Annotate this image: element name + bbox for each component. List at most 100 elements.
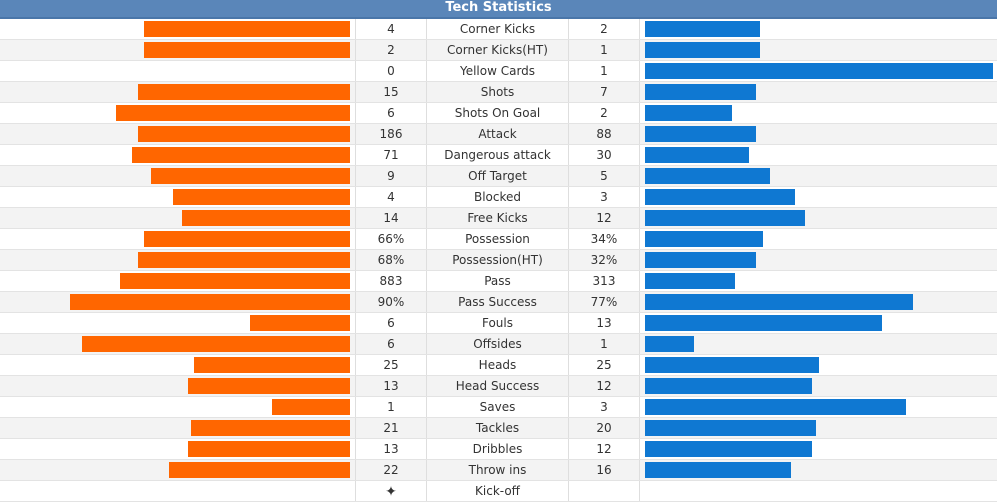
stat-row: 6 Offsides 1 [0,334,997,355]
stat-row: 90% Pass Success 77% [0,292,997,313]
stat-label: Shots On Goal [427,103,569,123]
stat-label: Dribbles [427,439,569,459]
stat-row: 13 Dribbles 12 [0,439,997,460]
home-stat-value: 71 [356,145,427,165]
stat-row: 2 Corner Kicks(HT) 1 [0,40,997,61]
stat-row: 15 Shots 7 [0,82,997,103]
away-stat-bar [645,336,694,352]
away-stat-value: 2 [569,103,640,123]
home-stat-value: 22 [356,460,427,480]
home-bar-cell [0,145,356,165]
home-stat-bar [144,42,350,58]
away-stat-bar [645,378,812,394]
away-stat-bar [645,210,805,226]
home-stat-bar [151,168,350,184]
away-kickoff-cell [569,481,640,501]
home-stat-bar [272,399,350,415]
away-stat-value: 30 [569,145,640,165]
home-bar-cell [0,271,356,291]
away-bar-cell [640,103,997,123]
away-stat-value: 12 [569,439,640,459]
home-bar-cell [0,460,356,480]
stat-row: 0 Yellow Cards 1 [0,61,997,82]
home-bar-cell [0,418,356,438]
stats-table: 4 Corner Kicks 2 2 Corner Kicks(HT) 1 0 Yellow … [0,19,997,481]
away-bar-cell [640,439,997,459]
away-stat-bar [645,462,791,478]
stat-label: Off Target [427,166,569,186]
home-stat-value: 9 [356,166,427,186]
home-stat-value: 13 [356,439,427,459]
stat-label: Free Kicks [427,208,569,228]
stat-row: 6 Fouls 13 [0,313,997,334]
away-stat-bar [645,231,763,247]
home-stat-bar [70,294,350,310]
home-stat-value: 21 [356,418,427,438]
away-bar-cell [640,355,997,375]
home-bar-cell [0,355,356,375]
stat-label: Head Success [427,376,569,396]
home-bar-cell [0,82,356,102]
away-stat-value: 313 [569,271,640,291]
away-stat-value: 88 [569,124,640,144]
away-bar-cell [640,187,997,207]
away-bar-cell [640,313,997,333]
home-stat-bar [138,252,350,268]
away-bar-cell [640,418,997,438]
away-bar-cell [640,40,997,60]
home-stat-bar [132,147,350,163]
home-stat-bar [144,21,350,37]
stat-row: 1 Saves 3 [0,397,997,418]
home-stat-value: 4 [356,187,427,207]
away-stat-value: 5 [569,166,640,186]
home-stat-bar [144,231,350,247]
stat-label: Throw ins [427,460,569,480]
home-bar-cell [0,229,356,249]
home-stat-value: 883 [356,271,427,291]
away-stat-value: 1 [569,334,640,354]
away-stat-value: 1 [569,61,640,81]
away-bar-cell [640,229,997,249]
away-stat-bar [645,273,735,289]
kickoff-icon: ✦ [385,484,397,500]
stat-row: 883 Pass 313 [0,271,997,292]
stat-row: 6 Shots On Goal 2 [0,103,997,124]
home-stat-bar [191,420,350,436]
away-stat-value: 20 [569,418,640,438]
away-stat-bar [645,315,882,331]
home-stat-value: 13 [356,376,427,396]
home-bar-cell [0,376,356,396]
home-stat-bar [188,378,350,394]
home-stat-value: 6 [356,313,427,333]
away-stat-value: 25 [569,355,640,375]
stat-row: 21 Tackles 20 [0,418,997,439]
home-stat-bar [194,357,350,373]
stat-row: 14 Free Kicks 12 [0,208,997,229]
kickoff-row: ✦ Kick-off [0,481,997,502]
home-bar-cell [0,397,356,417]
stat-row: 25 Heads 25 [0,355,997,376]
home-stat-value: 1 [356,397,427,417]
away-stat-value: 32% [569,250,640,270]
stat-label: Corner Kicks(HT) [427,40,569,60]
home-bar-cell [0,19,356,39]
away-stat-value: 2 [569,19,640,39]
away-stat-value: 77% [569,292,640,312]
stat-row: 9 Off Target 5 [0,166,997,187]
away-stat-value: 12 [569,376,640,396]
away-stat-bar [645,252,756,268]
home-kickoff-cell: ✦ [356,481,427,501]
home-stat-value: 25 [356,355,427,375]
away-bar-cell [640,397,997,417]
stat-label: Yellow Cards [427,61,569,81]
away-stat-bar [645,189,795,205]
home-stat-value: 90% [356,292,427,312]
stat-label: Tackles [427,418,569,438]
home-stat-value: 4 [356,19,427,39]
away-stat-bar [645,294,913,310]
away-bar-cell [640,292,997,312]
away-bar-cell [640,460,997,480]
away-bar-cell [640,166,997,186]
stat-row: 22 Throw ins 16 [0,460,997,481]
